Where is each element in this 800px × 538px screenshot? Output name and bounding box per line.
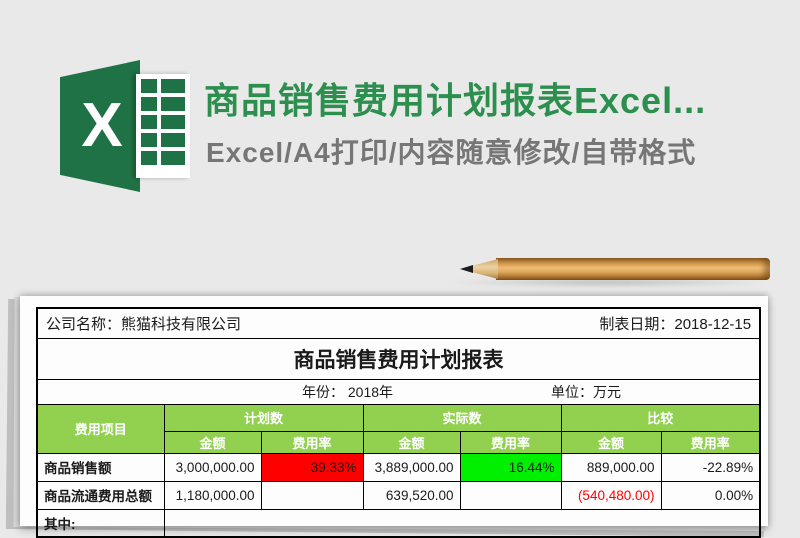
table-row-total-cost: 商品流通费用总额 1,180,000.00 639,520.00 (540,48…	[36, 480, 761, 510]
cell-diff-amount: 889,000.00	[560, 452, 662, 482]
cell-item: 商品销售额	[36, 452, 165, 482]
sheet-title: 商品销售费用计划报表	[36, 337, 761, 380]
header-compare-rate: 费用率	[660, 430, 761, 454]
cell-actual-rate	[459, 480, 562, 510]
table-row-sales: 商品销售额 3,000,000.00 39.33% 3,889,000.00 1…	[36, 452, 761, 482]
cell-plan-rate: 39.33%	[260, 452, 364, 482]
header-sub-row: 金额 费用率 金额 费用率 金额 费用率	[37, 430, 761, 454]
pencil-lead-tip	[460, 265, 473, 273]
pencil-shadow	[442, 278, 772, 287]
header-plan-group: 计划数	[163, 403, 364, 432]
spreadsheet-paper: 公司名称：熊猫科技有限公司 制表日期：2018-12-15 商品销售费用计划报表…	[20, 296, 768, 538]
pencil-image	[442, 258, 772, 287]
header-plan-rate: 费用率	[260, 430, 364, 454]
pencil-body	[496, 258, 770, 280]
cell-diff-amount: (540,480.00)	[560, 480, 662, 510]
header-actual-amount: 金额	[362, 430, 461, 454]
header-group-row: 费用项目 计划数 实际数 比较	[36, 403, 761, 454]
company-row: 公司名称：熊猫科技有限公司 制表日期：2018-12-15	[36, 307, 761, 339]
header-plan-amount: 金额	[163, 430, 262, 454]
excel-logo-icon: X	[60, 60, 190, 192]
cell-item: 其中:	[36, 508, 165, 538]
table-row-among: 其中:	[36, 508, 761, 538]
meta-row: 年份： 2018年 单位：万元	[36, 378, 761, 405]
header-compare-group: 比较	[560, 403, 761, 432]
cell-plan-amount: 1,180,000.00	[163, 480, 262, 510]
header-actual-rate: 费用率	[459, 430, 562, 454]
banner-subtitle: Excel/A4打印/内容随意修改/自带格式	[206, 137, 697, 168]
cell-item: 商品流通费用总额	[36, 480, 165, 510]
cell-diff-rate: -22.89%	[660, 452, 761, 482]
company-name: 公司名称：熊猫科技有限公司	[46, 315, 242, 333]
cell-actual-amount: 639,520.00	[362, 480, 461, 510]
year-value: 年份： 2018年	[302, 383, 394, 400]
cell-actual-amount: 3,889,000.00	[362, 452, 461, 482]
cell-empty	[163, 508, 761, 538]
title-row: 商品销售费用计划报表	[36, 337, 761, 380]
banner-title: 商品销售费用计划报表Excel...	[204, 80, 707, 121]
promo-banner: X 商品销售费用计划报表Excel... Excel/A4打印/内容随意修改/自…	[0, 0, 800, 260]
header-compare-amount: 金额	[560, 430, 662, 454]
report-table: 公司名称：熊猫科技有限公司 制表日期：2018-12-15 商品销售费用计划报表…	[36, 307, 762, 538]
header-item: 费用项目	[36, 403, 165, 454]
cell-plan-amount: 3,000,000.00	[163, 452, 262, 482]
header-actual-group: 实际数	[362, 403, 562, 432]
cell-plan-rate	[260, 480, 364, 510]
excel-logo-grid-icon	[136, 74, 190, 178]
cell-diff-rate: 0.00%	[660, 480, 761, 510]
cell-actual-rate: 16.44%	[459, 452, 562, 482]
excel-logo-panel: X	[60, 60, 140, 192]
report-date: 制表日期：2018-12-15	[599, 315, 752, 333]
unit-value: 单位：万元	[551, 383, 622, 400]
excel-x-letter: X	[81, 91, 123, 160]
